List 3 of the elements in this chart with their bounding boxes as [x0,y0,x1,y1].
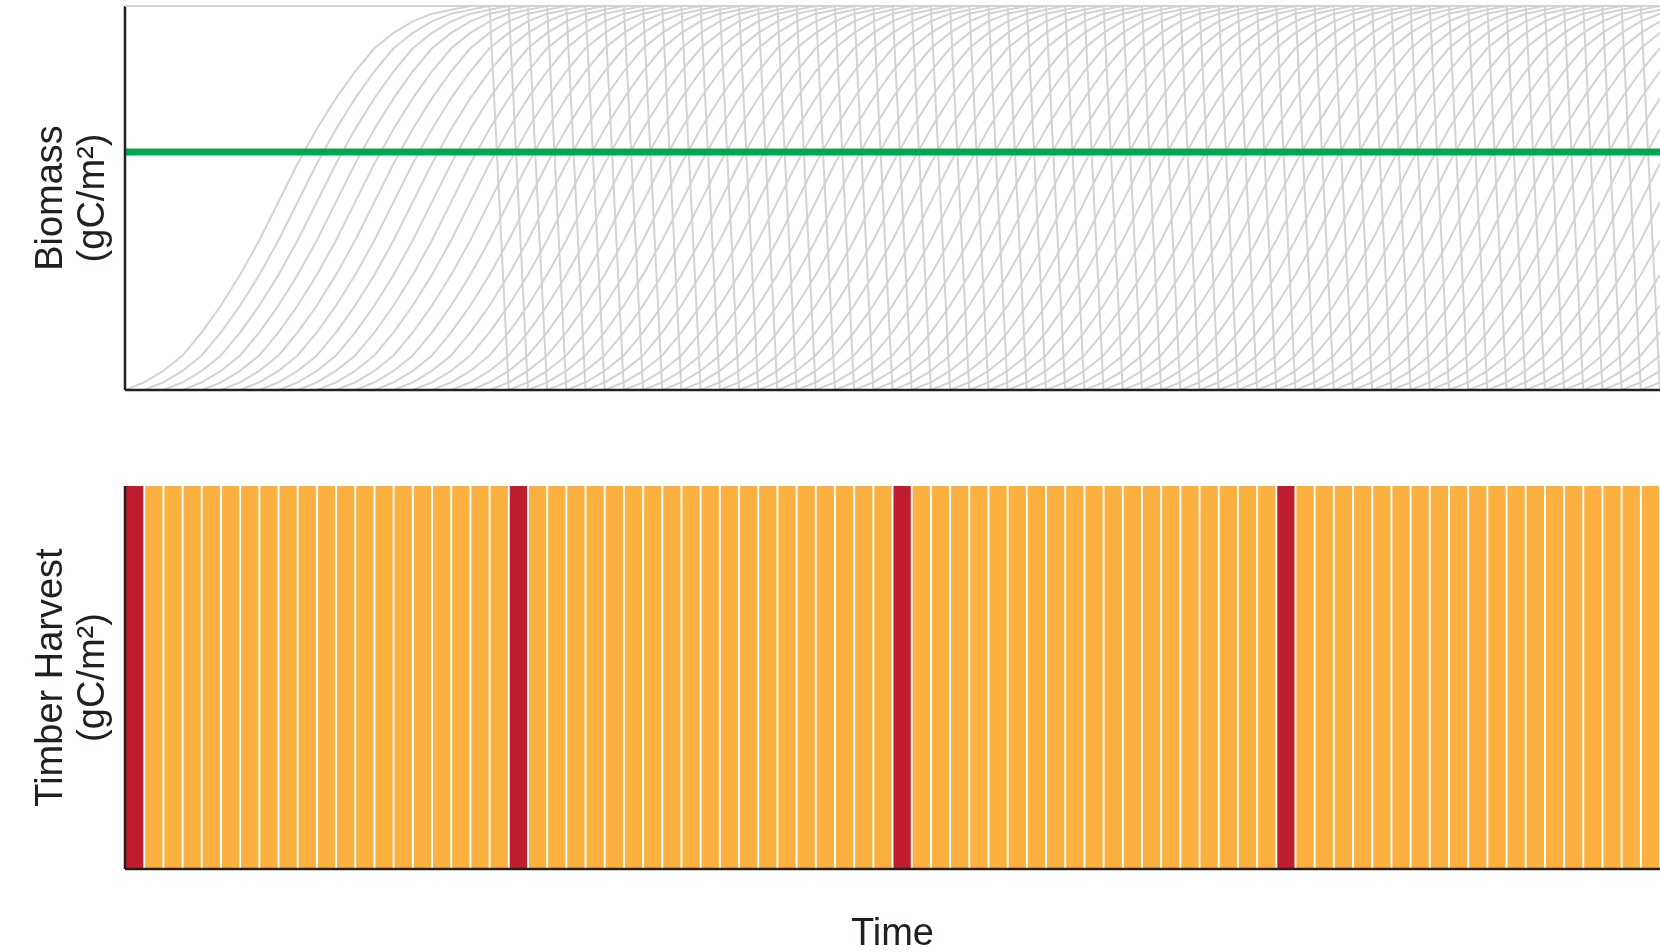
y-axis-title: Timber Harvest (gC/m²) [28,547,113,807]
x-axis-title: Time [849,910,935,952]
y-axis-title: Biomass (gC/m²) [28,125,113,271]
